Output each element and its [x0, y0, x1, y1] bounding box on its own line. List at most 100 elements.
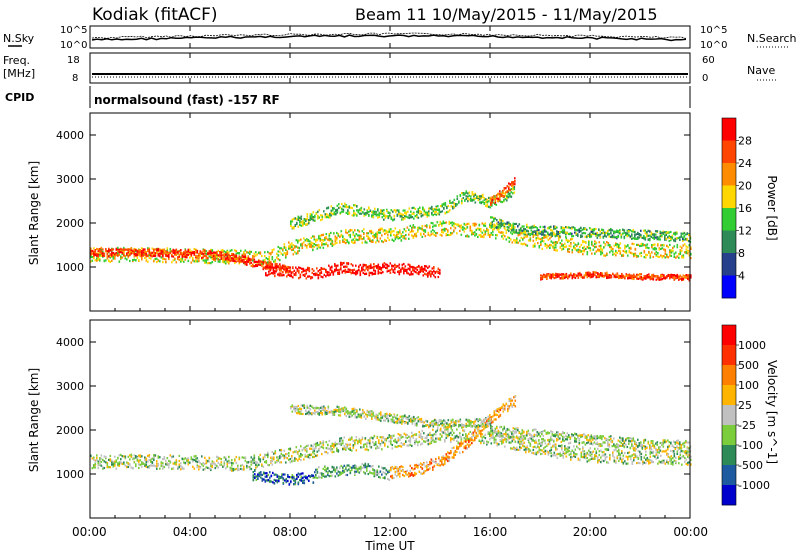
power-echo-cell: [681, 249, 683, 252]
velocity-echo-cell: [133, 457, 136, 460]
power-echo-cell: [652, 273, 655, 276]
power-echo-cell: [424, 224, 427, 227]
power-echo-cell: [634, 247, 637, 250]
power-echo-cell: [272, 272, 275, 275]
velocity-echo-cell: [256, 461, 259, 464]
power-echo-cell: [356, 269, 359, 272]
power-echo-cell: [522, 243, 524, 246]
power-echo-cell: [631, 242, 634, 245]
power-echo-cell: [490, 222, 492, 225]
power-echo-cell: [321, 214, 324, 217]
power-echo-cell: [613, 275, 616, 279]
power-echo-cell: [622, 254, 625, 257]
power-echo-cell: [347, 209, 349, 212]
power-echo-cell: [651, 245, 653, 248]
power-echo-cell: [453, 229, 455, 232]
power-echo-cell: [538, 245, 541, 248]
power-echo-cell: [368, 264, 371, 268]
power-echo-cell: [562, 276, 565, 279]
velocity-echo-cell: [306, 450, 308, 453]
power-echo-cell: [359, 270, 362, 273]
power-echo-cell: [466, 222, 469, 226]
velocity-echo-cell: [439, 433, 442, 436]
power-echo-cell: [667, 256, 670, 259]
power-echo-cell: [210, 250, 212, 253]
power-echo-cell: [377, 208, 379, 211]
power-echo-cell: [468, 235, 470, 238]
power-echo-cell: [673, 239, 675, 242]
power-echo-cell: [306, 222, 309, 225]
velocity-echo-cell: [480, 440, 482, 443]
power-echo-cell: [484, 230, 487, 233]
power-echo-cell: [273, 260, 275, 263]
power-echo-cell: [431, 213, 433, 216]
power-echo-cell: [175, 248, 178, 251]
power-echo-cell: [196, 260, 199, 263]
power-echo-cell: [374, 210, 376, 213]
power-echo-cell: [474, 193, 477, 197]
power-echo-cell: [657, 252, 659, 255]
power-echo-cell: [658, 255, 661, 258]
power-echo-cell: [202, 254, 205, 257]
power-echo-cell: [432, 232, 434, 235]
power-echo-cell: [640, 273, 643, 276]
power-echo-cell: [123, 254, 125, 257]
power-echo-cell: [352, 264, 354, 267]
power-echo-cell: [657, 255, 659, 258]
power-echo-cell: [220, 255, 223, 258]
velocity-echo-cell: [105, 457, 107, 460]
power-echo-cell: [561, 244, 563, 247]
power-echo-cell: [386, 208, 388, 211]
power-echo-cell: [265, 261, 268, 264]
power-echo-cell: [320, 214, 322, 217]
power-echo-cell: [91, 249, 94, 253]
power-echo-cell: [171, 254, 173, 257]
power-echo-cell: [135, 249, 137, 252]
power-echo-cell: [595, 276, 598, 279]
power-echo-cell: [556, 275, 559, 278]
power-echo-cell: [404, 217, 406, 220]
power-echo-cell: [590, 228, 593, 231]
velocity-echo-cell: [357, 440, 359, 443]
power-echo-cell: [322, 239, 325, 242]
power-echo-cell: [554, 227, 557, 230]
power-colorbar-label: Power [dB]: [765, 175, 779, 240]
power-echo-cell: [483, 229, 485, 232]
power-echo-cell: [159, 252, 161, 255]
velocity-echo-cell: [180, 465, 182, 468]
power-echo-cell: [115, 251, 118, 255]
power-echo-cell: [306, 239, 308, 242]
velocity-echo-cell: [229, 468, 232, 472]
power-echo-cell: [359, 272, 362, 275]
power-echo-cell: [413, 206, 415, 209]
power-echo-cell: [291, 245, 293, 249]
power-echo-cell: [400, 233, 403, 236]
power-echo-cell: [382, 229, 385, 232]
power-echo-cell: [280, 267, 283, 271]
power-echo-cell: [607, 229, 609, 233]
velocity-echo-cell: [306, 448, 308, 451]
power-echo-cell: [168, 253, 170, 256]
power-echo-cell: [377, 213, 379, 216]
power-echo-cell: [280, 247, 283, 250]
power-echo-cell: [384, 229, 386, 232]
power-echo-cell: [148, 252, 151, 255]
power-echo-cell: [449, 201, 451, 204]
power-echo-cell: [459, 225, 461, 228]
power-echo-cell: [118, 260, 121, 263]
power-echo-cell: [178, 253, 181, 256]
power-echo-cell: [211, 252, 214, 255]
power-echo-cell: [611, 234, 614, 237]
power-echo-cell: [355, 272, 357, 275]
power-echo-cell: [688, 279, 691, 282]
power-echo-cell: [518, 228, 521, 231]
power-echo-cell: [681, 278, 683, 281]
power-echo-cell: [294, 245, 296, 248]
power-echo-cell: [497, 221, 500, 224]
velocity-echo-cell: [288, 452, 290, 455]
power-echo-cell: [526, 235, 529, 238]
velocity-echo-cell: [415, 440, 418, 443]
power-echo-cell: [178, 250, 181, 253]
power-echo-cell: [555, 249, 557, 252]
power-echo-cell: [574, 273, 577, 276]
